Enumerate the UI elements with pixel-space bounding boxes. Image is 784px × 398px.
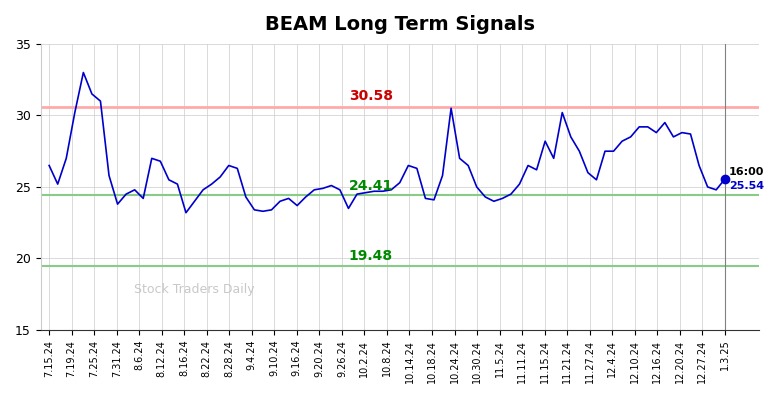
Title: BEAM Long Term Signals: BEAM Long Term Signals <box>265 15 535 34</box>
Text: 24.41: 24.41 <box>349 179 393 193</box>
Text: 19.48: 19.48 <box>349 249 393 263</box>
Text: Stock Traders Daily: Stock Traders Daily <box>134 283 255 296</box>
Text: 30.58: 30.58 <box>349 89 393 103</box>
Text: 25.54: 25.54 <box>729 181 764 191</box>
Text: 16:00: 16:00 <box>729 167 764 177</box>
